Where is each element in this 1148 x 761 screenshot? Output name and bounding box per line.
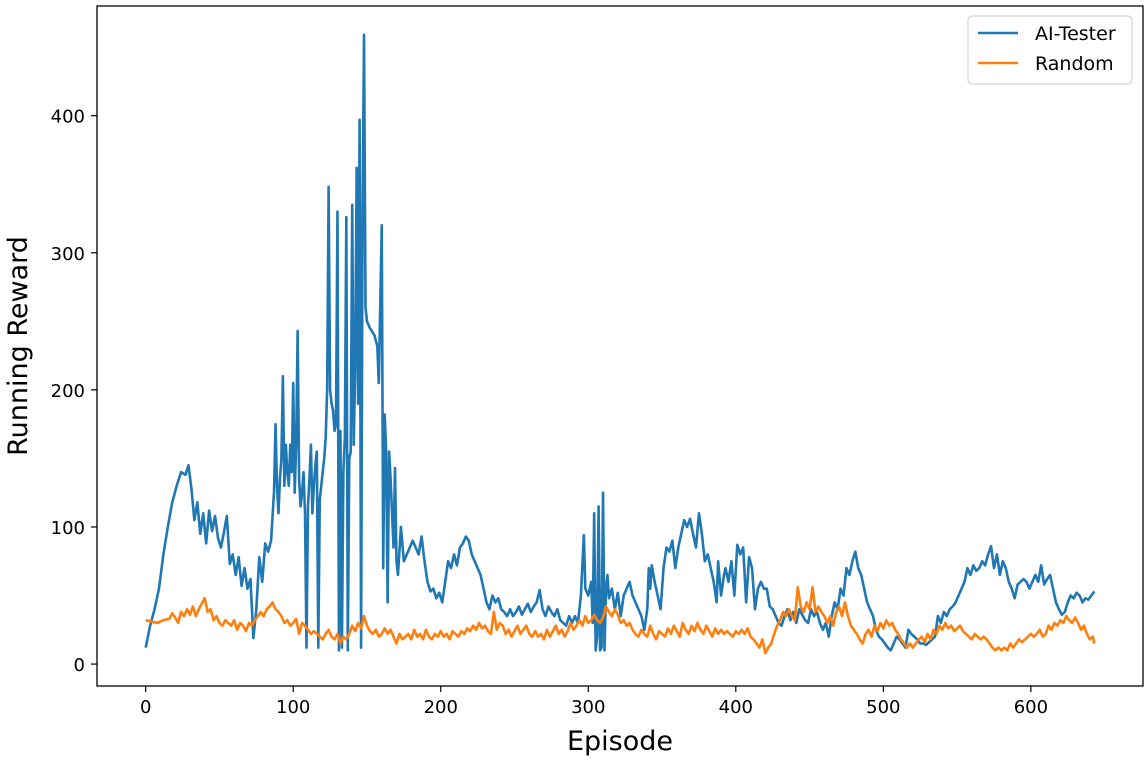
ticks-layer: 0 100 200 300 400 500 600 0 100 200 300 400 [51,107,1048,718]
x-tick-label: 600 [1014,697,1048,718]
x-tick-label: 0 [140,697,151,718]
y-tick-label: 400 [51,107,85,128]
y-tick-label: 200 [51,381,85,402]
axes-frame [96,5,1144,687]
y-tick-label: 100 [51,518,85,539]
x-tick-label: 300 [571,697,605,718]
y-tick-label: 300 [51,244,85,265]
legend: AI-Tester Random [967,15,1133,85]
x-tick-label: 100 [276,697,310,718]
legend-label-ai-tester: AI-Tester [1035,23,1116,45]
x-tick-label: 200 [424,697,458,718]
x-tick-label: 400 [719,697,753,718]
series-layer [144,33,1096,655]
series-line-random [145,585,1096,655]
x-axis-label: Episode [567,726,673,757]
series-line-ai-tester [144,33,1096,652]
y-tick-label: 0 [74,655,85,676]
y-axis-label: Running Reward [3,236,34,456]
legend-label-random: Random [1035,53,1114,75]
x-tick-label: 500 [866,697,900,718]
